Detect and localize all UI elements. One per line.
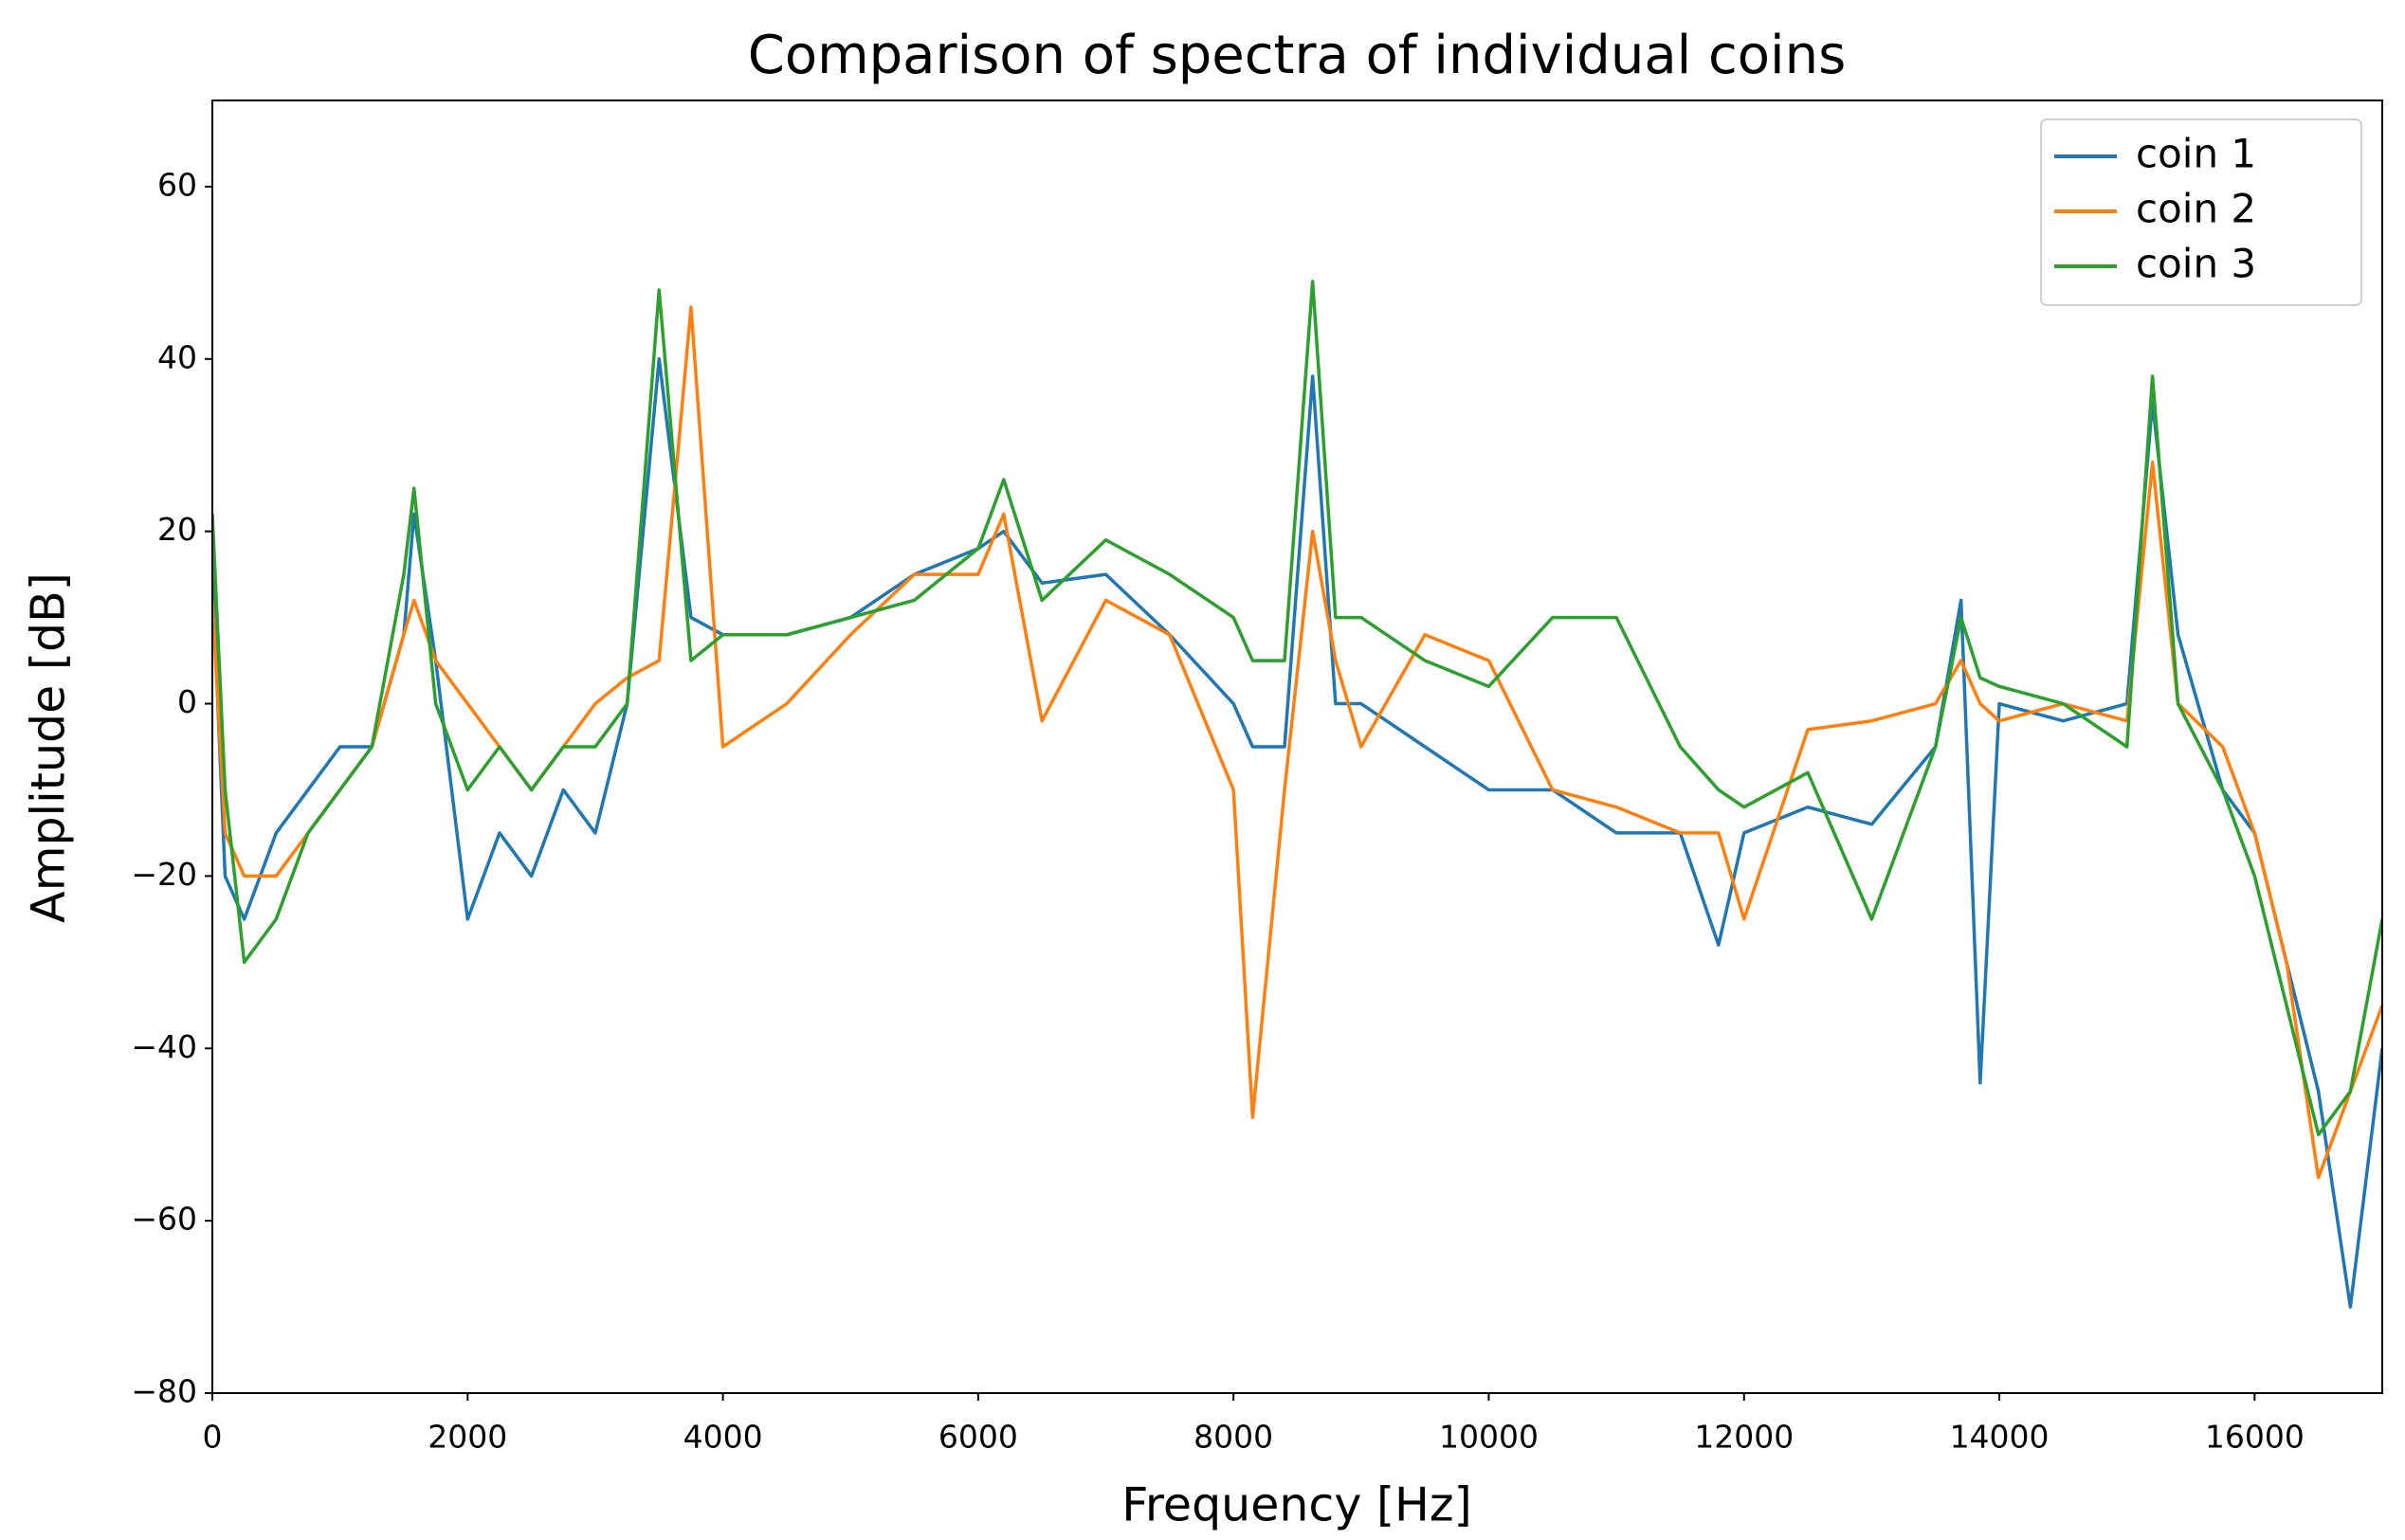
x-tick-label: 0	[203, 1419, 223, 1456]
x-tick-label: 14000	[1950, 1419, 2050, 1456]
legend-label: coin 2	[2136, 186, 2256, 232]
series-line	[212, 280, 2382, 1136]
x-tick-label: 8000	[1193, 1419, 1273, 1456]
series-line	[212, 357, 2382, 1309]
legend-label: coin 3	[2136, 241, 2256, 287]
x-axis-label: Frequency [Hz]	[1121, 1478, 1472, 1532]
legend-box	[2040, 118, 2362, 306]
y-axis-label: Amplitude [dB]	[22, 572, 76, 923]
x-tick-label: 2000	[428, 1419, 507, 1456]
legend-label: coin 1	[2136, 131, 2256, 177]
x-tick-label: 10000	[1439, 1419, 1539, 1456]
y-tick-label: 60	[157, 166, 197, 203]
y-tick-label: 40	[157, 338, 197, 375]
x-tick-label: 6000	[938, 1419, 1018, 1456]
series-line	[212, 305, 2382, 1180]
y-tick-label: 20	[157, 511, 197, 548]
y-tick-label: −80	[131, 1373, 197, 1410]
y-tick-label: −60	[131, 1201, 197, 1238]
chart-title: Comparison of spectra of individual coin…	[748, 25, 1847, 86]
y-tick-label: −20	[131, 856, 197, 893]
plot-frame	[211, 100, 2383, 1394]
x-tick-label: 12000	[1694, 1419, 1794, 1456]
x-tick-label: 16000	[2205, 1419, 2305, 1456]
y-tick-label: −40	[131, 1028, 197, 1065]
x-tick-label: 4000	[683, 1419, 763, 1456]
y-tick-label: 0	[177, 683, 197, 720]
